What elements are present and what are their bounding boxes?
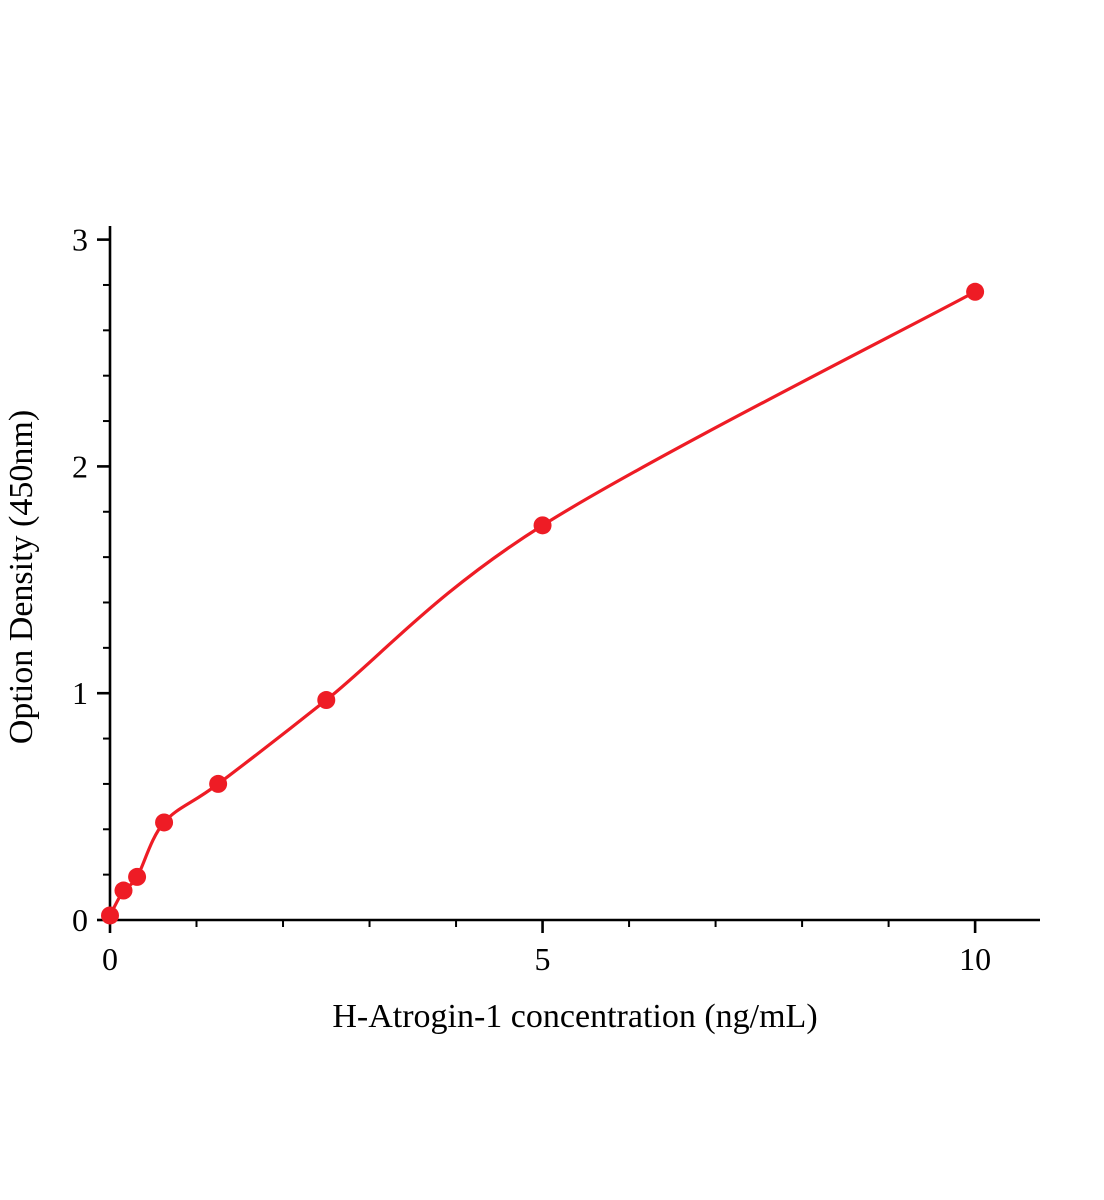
data-point [966, 282, 985, 301]
x-tick-label: 0 [102, 941, 118, 977]
x-tick-label: 5 [535, 941, 551, 977]
y-tick-label: 0 [72, 902, 88, 938]
data-point [317, 691, 336, 710]
y-tick-label: 1 [72, 675, 88, 711]
fit-curve [108, 290, 977, 918]
y-tick-label: 3 [72, 222, 88, 258]
data-point [209, 774, 228, 793]
data-point [155, 813, 174, 832]
x-axis-title: H-Atrogin-1 concentration (ng/mL) [332, 998, 818, 1035]
data-point [533, 516, 552, 535]
y-axis-title: Option Density (450nm) [3, 409, 40, 745]
y-tick-label: 2 [72, 448, 88, 484]
data-point [101, 906, 119, 925]
data-point [114, 881, 133, 900]
x-tick-label: 10 [959, 941, 991, 977]
data-point [128, 867, 147, 886]
